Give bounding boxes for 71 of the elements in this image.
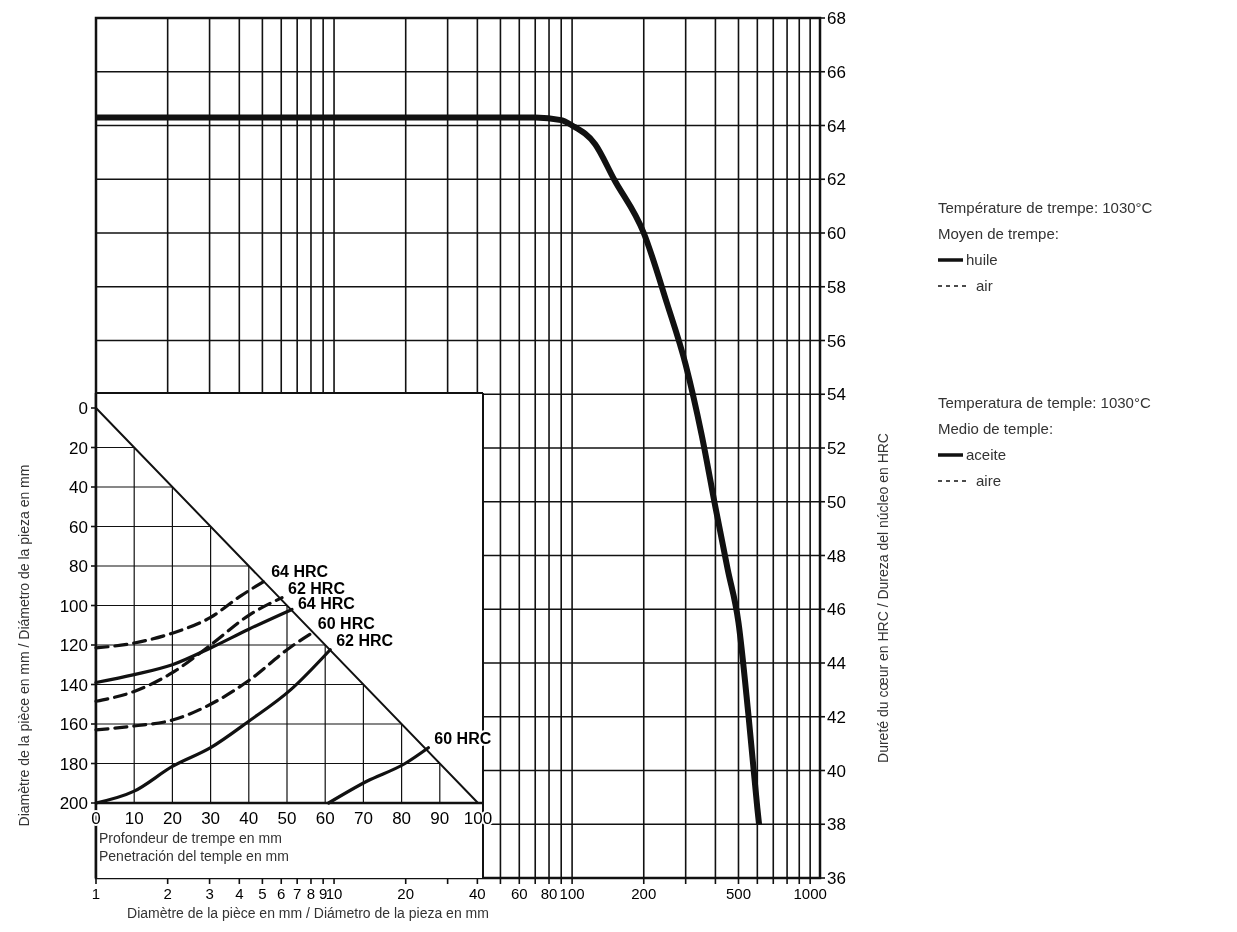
x-tick-label: 60 <box>315 809 335 828</box>
y-tick-label: 48 <box>827 546 846 566</box>
text: Temperatura de temple: 1030°C <box>938 394 1151 411</box>
y-tick-label: 64 <box>827 116 846 136</box>
y-tick-label: 58 <box>827 277 846 297</box>
y-tick-label: 60 <box>69 517 88 537</box>
y-tick-label: 180 <box>59 754 88 774</box>
y-tick-label: 38 <box>827 815 846 835</box>
text: aceite <box>966 446 1007 463</box>
x-tick-label: 60 <box>510 885 528 902</box>
x-tick-label: 8 <box>306 885 316 902</box>
x-axis-title: Diamètre de la pièce en mm / Diámetro de la pieza en mm <box>127 905 489 921</box>
y-tick-label: 44 <box>827 654 846 673</box>
x-tick-label: 20 <box>397 885 415 902</box>
x-axis-title: Profondeur de trempe en mm Penetración del temple en mm <box>99 830 289 864</box>
y-tick-label: 62 <box>827 170 846 190</box>
y-tick-label: 0 <box>78 399 88 418</box>
x-tick-label: 500 <box>725 885 751 902</box>
y-tick-label: 54 <box>827 385 846 405</box>
x-tick-label: 20 <box>162 809 182 828</box>
y-axis-title: Dureté du cœur en HRC / Dureza del núcleo en HRC <box>875 433 891 763</box>
y-tick-label: 42 <box>827 707 846 727</box>
y-tick-label: 50 <box>827 492 846 512</box>
y-tick-label: 20 <box>69 438 88 458</box>
y-tick-label: 52 <box>827 439 846 458</box>
x-tick-label: 80 <box>540 885 558 902</box>
y-tick-label: 66 <box>827 62 846 82</box>
series-label: 64 HRC <box>297 594 356 612</box>
y-tick-label: 160 <box>59 715 88 734</box>
series-label: 62 HRC <box>288 579 346 597</box>
y-tick-label: 56 <box>827 331 846 351</box>
x-tick-label: 50 <box>277 809 297 828</box>
text: Moyen de trempe: <box>938 225 1059 242</box>
text: Température de trempe: 1030°C <box>938 199 1153 216</box>
x-tick-label: 6 <box>277 885 286 902</box>
y-tick-label: 120 <box>59 636 88 655</box>
x-tick-label: 40 <box>469 885 486 902</box>
text: huile <box>966 251 998 268</box>
text: air <box>976 277 993 294</box>
series-label: 60 HRC <box>317 615 376 633</box>
series-label: 62 HRC <box>336 631 394 649</box>
y-tick-label: 60 <box>827 224 846 243</box>
x-tick-label: 70 <box>353 809 373 828</box>
x-tick-label: 200 <box>631 885 657 902</box>
x-tick-label: 7 <box>293 885 302 902</box>
y-tick-label: 100 <box>59 596 88 616</box>
y-tick-label: 140 <box>59 675 88 695</box>
y-tick-label: 40 <box>69 478 88 497</box>
x-tick-label: 1 <box>91 885 101 902</box>
x-tick-label: 80 <box>392 809 412 828</box>
x-tick-label: 5 <box>258 885 267 902</box>
x-tick-label: 9 <box>318 885 328 902</box>
x-tick-label: 30 <box>201 809 221 828</box>
x-tick-label: 4 <box>235 885 244 902</box>
x-tick-label: 1000 <box>793 885 827 902</box>
text: Medio de temple: <box>938 420 1054 437</box>
x-tick-label: 3 <box>205 885 214 902</box>
x-tick-label: 100 <box>559 885 585 902</box>
y-tick-label: 68 <box>827 9 846 28</box>
y-tick-label: 36 <box>827 869 846 888</box>
x-tick-label: 10 <box>124 809 144 828</box>
y-tick-label: 200 <box>59 794 88 813</box>
text: aire <box>976 472 1002 489</box>
y-axis-title: Diamètre de la pièce en mm / Diámetro de la pieza en mm <box>16 464 32 827</box>
y-tick-label: 80 <box>69 557 88 576</box>
y-tick-label: 46 <box>827 600 846 620</box>
x-tick-label: 90 <box>430 809 450 828</box>
y-tick-label: 40 <box>827 761 846 781</box>
x-tick-label: 2 <box>163 885 172 902</box>
series-label: 64 HRC <box>271 562 329 580</box>
x-tick-label: 40 <box>239 809 259 828</box>
